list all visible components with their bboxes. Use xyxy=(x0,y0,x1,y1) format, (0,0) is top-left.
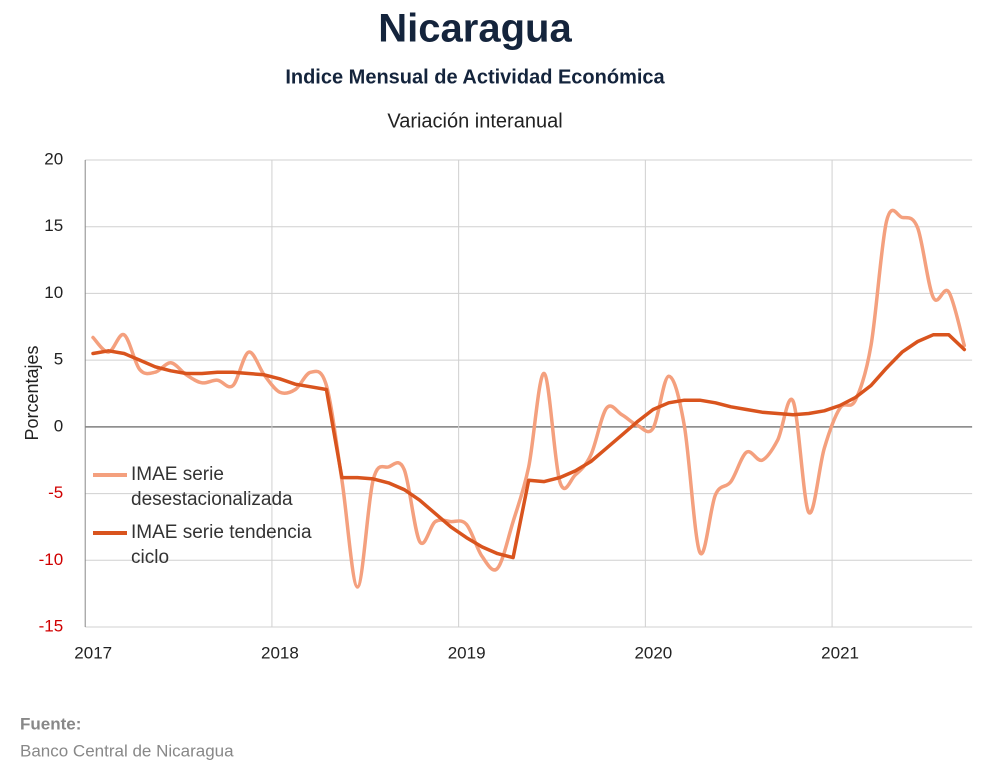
x-tick-label: 2019 xyxy=(448,643,486,662)
series-line xyxy=(91,333,967,560)
y-tick-label: -15 xyxy=(39,616,64,635)
legend-entry: IMAE serie tendencia ciclo xyxy=(93,520,333,570)
source-label: Fuente: xyxy=(20,714,81,733)
x-tick-label: 2017 xyxy=(74,643,112,662)
y-tick-label: 10 xyxy=(44,283,63,302)
legend: IMAE serie desestacionalizada IMAE serie … xyxy=(93,462,333,578)
y-tick-label: -5 xyxy=(48,483,63,502)
y-tick-label: 5 xyxy=(54,350,63,369)
legend-swatch xyxy=(93,531,127,535)
series-line xyxy=(91,208,967,589)
chart-subtitle: Indice Mensual de Actividad Económica xyxy=(285,66,665,88)
chart-title: Nicaragua xyxy=(378,7,572,51)
y-tick-label: 20 xyxy=(44,149,63,168)
source: Banco Central de Nicaragua xyxy=(20,741,234,760)
y-tick-label: 0 xyxy=(54,416,63,435)
legend-label: IMAE serie desestacionalizada xyxy=(131,464,293,510)
x-tick-label: 2021 xyxy=(821,643,859,662)
legend-swatch xyxy=(93,473,127,477)
chart-caption: Variación interanual xyxy=(387,110,562,132)
legend-label: IMAE serie tendencia ciclo xyxy=(131,522,312,568)
y-tick-label: -10 xyxy=(39,550,64,569)
legend-entry: IMAE serie desestacionalizada xyxy=(93,462,333,512)
x-tick-label: 2020 xyxy=(634,643,672,662)
x-tick-label: 2018 xyxy=(261,643,299,662)
y-tick-label: 15 xyxy=(44,216,63,235)
y-axis-label: Porcentajes xyxy=(22,345,42,440)
